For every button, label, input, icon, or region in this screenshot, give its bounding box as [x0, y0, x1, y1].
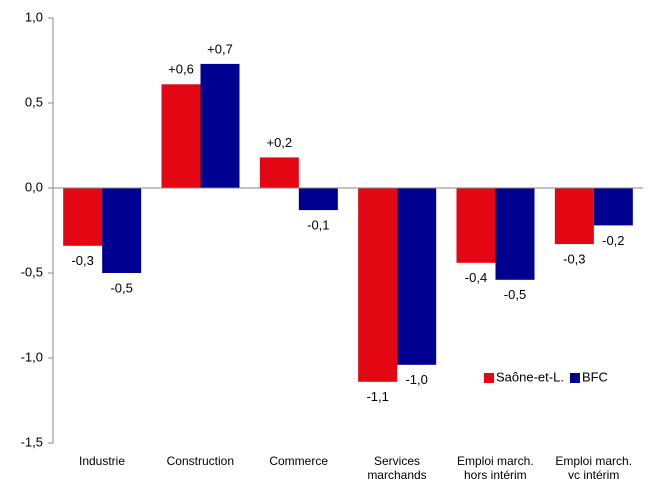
bar — [456, 188, 496, 263]
y-tick-label: -1,0 — [21, 349, 43, 364]
x-tick-label: Industrie — [78, 454, 126, 468]
value-label: +0,7 — [207, 41, 233, 56]
legend-label: BFC — [582, 369, 608, 384]
value-label: -1,1 — [366, 389, 388, 404]
value-label: -0,3 — [563, 252, 585, 267]
value-label: -0,1 — [307, 218, 329, 233]
value-label: +0,6 — [168, 62, 194, 77]
y-tick-label: 0,5 — [25, 94, 43, 109]
x-tick-label: Emploi march. yc intérim — [555, 454, 632, 479]
bar — [554, 188, 594, 245]
value-label: -0,5 — [110, 280, 132, 295]
bar — [358, 188, 398, 382]
bar — [298, 188, 338, 211]
value-label: -0,3 — [71, 253, 93, 268]
y-tick-label: -1,5 — [21, 434, 43, 449]
bar — [200, 63, 240, 188]
y-tick-label: 1,0 — [25, 9, 43, 24]
x-tick-label: Commerce — [269, 454, 328, 468]
value-label: -0,2 — [602, 233, 624, 248]
bar — [63, 188, 103, 246]
y-tick-label: -0,5 — [21, 264, 43, 279]
bar — [593, 188, 633, 226]
y-tick-label: 0,0 — [25, 179, 43, 194]
x-tick-label: Services marchands — [367, 454, 427, 479]
bar — [102, 188, 142, 273]
legend-swatch — [569, 373, 580, 383]
legend-label: Saône-et-L. — [496, 369, 564, 384]
bar — [161, 84, 201, 188]
bar — [495, 188, 535, 280]
x-tick-label: Emploi march. hors intérim — [456, 454, 534, 479]
value-label: -0,5 — [504, 287, 526, 302]
bar — [397, 188, 437, 365]
bar — [259, 157, 299, 188]
value-label: +0,2 — [266, 135, 292, 150]
legend-swatch — [484, 373, 494, 383]
x-tick-label: Construction — [166, 454, 235, 468]
value-label: -0,4 — [465, 270, 487, 285]
value-label: -1,0 — [405, 372, 427, 387]
